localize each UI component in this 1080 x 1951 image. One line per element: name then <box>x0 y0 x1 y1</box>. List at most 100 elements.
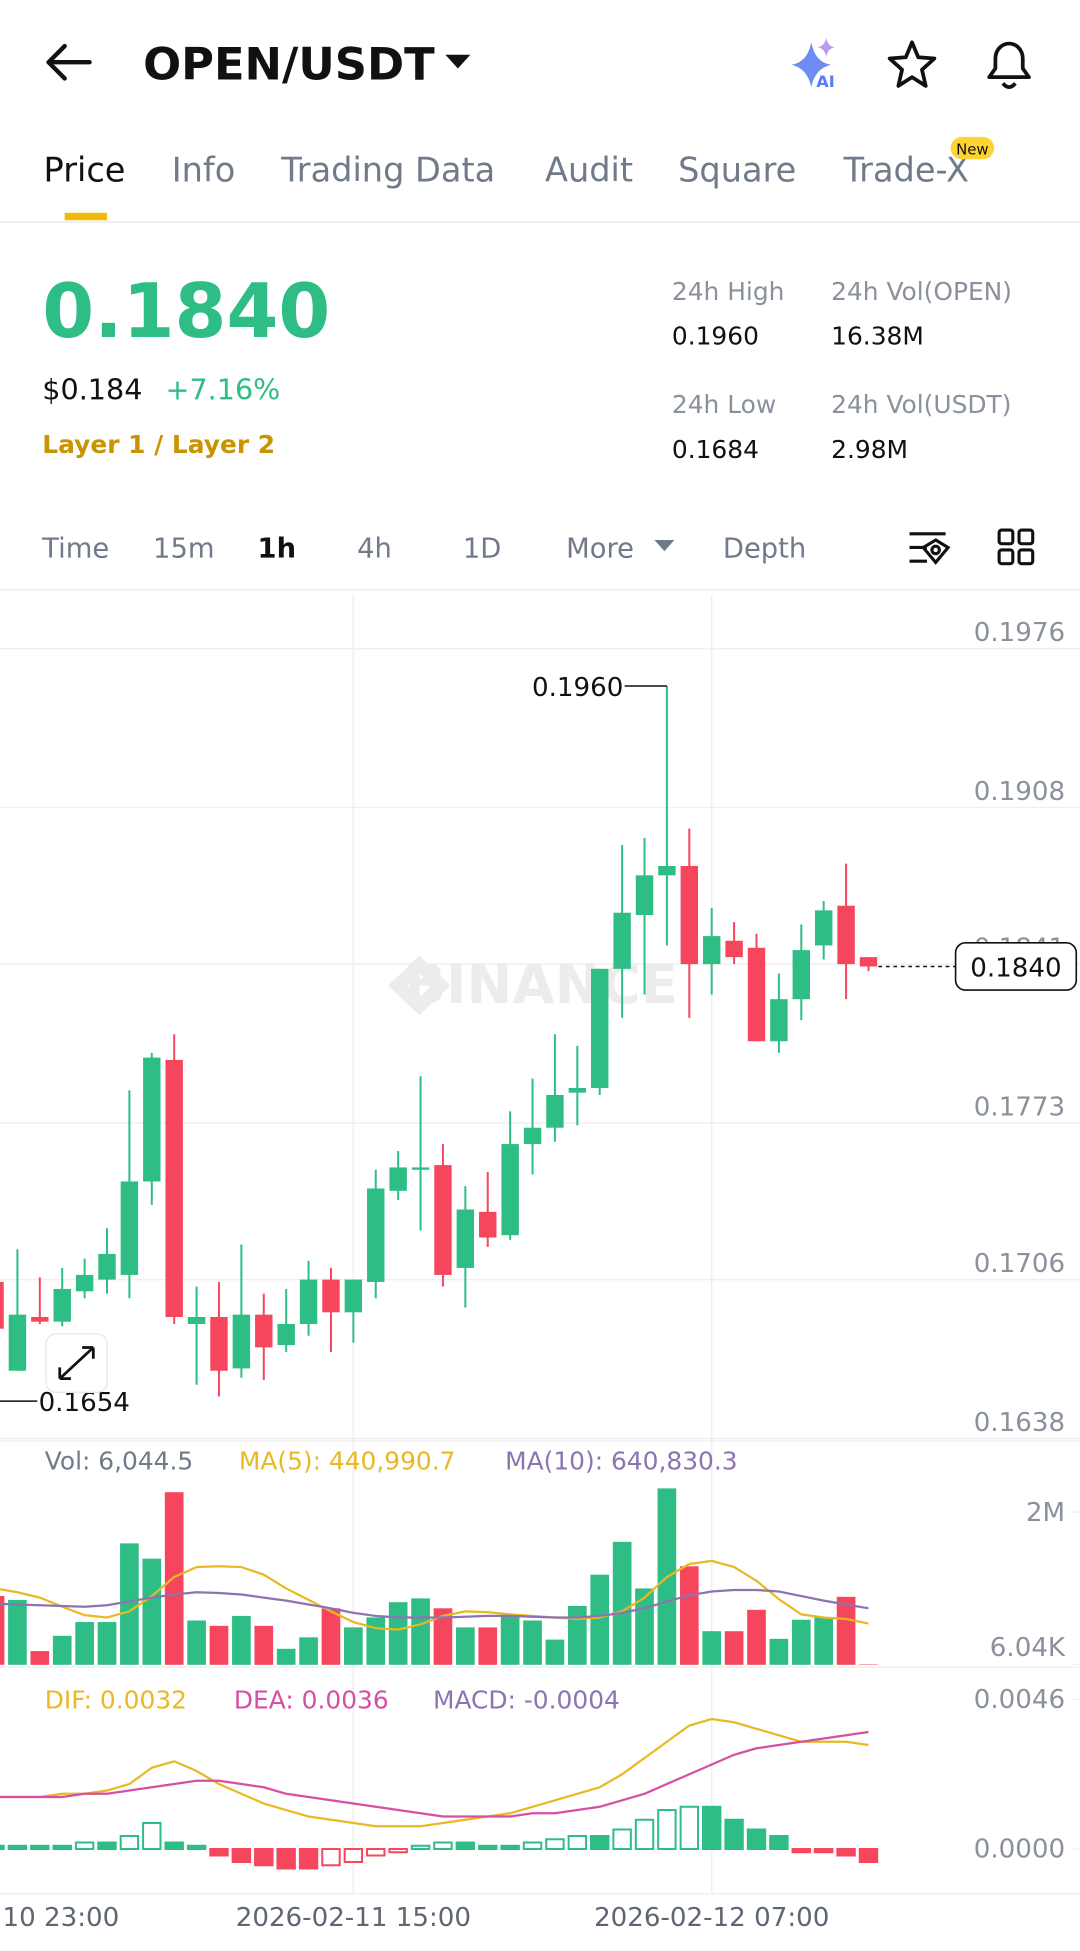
candle-body <box>53 1288 71 1322</box>
candle-body <box>120 1181 139 1275</box>
category-tag[interactable]: Layer 1 / Layer 2 <box>42 430 275 459</box>
candle-body <box>814 910 833 946</box>
interval-option[interactable]: 1h <box>258 533 297 564</box>
interval-option[interactable]: Time <box>41 533 109 564</box>
interval-option[interactable]: More <box>566 533 634 564</box>
candle-body <box>8 1314 27 1371</box>
back-button[interactable] <box>46 43 92 81</box>
tab[interactable]: Square <box>678 151 796 190</box>
macd-bar <box>231 1848 252 1864</box>
pair-title[interactable]: OPEN/USDT <box>143 38 435 91</box>
interval-bar: Time 15m 1h 4h 1D More Depth <box>41 533 806 564</box>
macd-bar <box>30 1844 50 1851</box>
chart-settings-button[interactable] <box>909 532 951 565</box>
macd-bar <box>813 1848 834 1854</box>
layout-button[interactable] <box>997 528 1035 566</box>
more-dropdown[interactable] <box>654 540 675 552</box>
pair-dropdown[interactable] <box>445 54 471 69</box>
macd-bar <box>74 1841 95 1851</box>
price-change: +7.16% <box>165 372 280 406</box>
candle-body <box>98 1253 116 1280</box>
volume-bar <box>478 1627 498 1665</box>
legend-entry: MA(10): 640,830.3 <box>505 1446 737 1475</box>
volume-bar <box>8 1599 27 1665</box>
active-tab-indicator <box>64 212 108 221</box>
volume-bar <box>276 1648 296 1665</box>
candle-body <box>277 1324 295 1346</box>
y-tick-label: 6.04K <box>990 1633 1066 1663</box>
macd-bar <box>590 1835 610 1851</box>
tab[interactable]: Audit <box>545 151 633 190</box>
stat-label: 24h High <box>672 277 785 306</box>
macd-bar <box>0 1844 5 1851</box>
volume-bar <box>679 1566 699 1665</box>
ai-button[interactable]: AI <box>791 37 835 91</box>
macd-bar <box>7 1844 28 1851</box>
interval-option[interactable]: 15m <box>153 533 214 564</box>
legend-entry: MACD: -0.0004 <box>433 1685 620 1714</box>
candle-body <box>299 1279 318 1325</box>
macd-line <box>0 1717 869 1828</box>
macd-bar <box>702 1805 722 1851</box>
macd-bar <box>769 1835 789 1851</box>
y-tick-label: 0.1773 <box>974 1093 1065 1123</box>
interval-option[interactable]: Depth <box>723 533 806 564</box>
alert-button[interactable] <box>987 41 1031 89</box>
svg-text:AI: AI <box>816 72 835 91</box>
candle-body <box>143 1057 161 1182</box>
macd-bar <box>164 1841 184 1851</box>
interval-option[interactable]: 4h <box>357 533 392 564</box>
tab[interactable]: Price <box>44 151 126 190</box>
y-tick-label: 0.0000 <box>974 1835 1065 1865</box>
volume-bar <box>702 1631 722 1665</box>
candle-body <box>702 936 721 965</box>
volume-bar <box>456 1627 475 1665</box>
macd-bar <box>455 1841 476 1851</box>
tab[interactable]: Trade-X <box>843 151 969 190</box>
macd-bar <box>724 1818 744 1851</box>
macd-bar <box>366 1848 386 1857</box>
stats: 24h High 0.1960 24h Vol(OPEN) 16.38M 24h Low… <box>672 277 1012 464</box>
legend-entry: MA(5): 440,990.7 <box>239 1446 456 1475</box>
candle-body <box>434 1165 452 1275</box>
new-badge-bg <box>950 136 995 160</box>
candle-body <box>389 1167 407 1191</box>
volume-bar <box>791 1619 811 1665</box>
tab-bar: Price Info Trading Data Audit Square Trade-XN… <box>44 136 995 190</box>
candle-body <box>31 1316 49 1322</box>
volume-bar <box>411 1598 430 1665</box>
macd-bar <box>388 1848 408 1854</box>
fullscreen-button[interactable] <box>45 1333 108 1393</box>
candle-body <box>770 999 788 1042</box>
volume-bar <box>75 1622 94 1665</box>
usd-price: $0.184 <box>42 372 142 406</box>
candle-body <box>255 1314 273 1348</box>
favorite-button[interactable] <box>887 40 937 88</box>
interval-option[interactable]: 1D <box>463 533 501 564</box>
stat-label: 24h Low <box>672 390 776 419</box>
macd-bar <box>545 1838 565 1851</box>
last-price: 0.1840 <box>42 268 330 355</box>
new-badge: New <box>956 140 989 158</box>
candle-body <box>747 947 766 1042</box>
macd-bar <box>858 1848 879 1864</box>
volume-bar <box>187 1620 206 1665</box>
stat-label: 24h Vol(OPEN) <box>831 277 1012 306</box>
tab[interactable]: Info <box>172 151 236 190</box>
candle-body <box>658 865 676 876</box>
volume-bar <box>567 1606 587 1665</box>
macd-bar <box>119 1835 140 1851</box>
tab[interactable]: Trading Data <box>280 151 495 190</box>
legend-entry: DEA: 0.0036 <box>234 1685 389 1714</box>
candle-body <box>523 1127 542 1145</box>
last-price-label: 0.1840 <box>970 953 1061 983</box>
stat-value: 16.38M <box>831 322 924 351</box>
y-tick-label: 0.1908 <box>974 777 1065 807</box>
macd-bar <box>634 1818 655 1851</box>
volume-bar <box>344 1627 363 1665</box>
stat-value: 0.1684 <box>672 435 759 464</box>
macd-bar <box>567 1835 588 1851</box>
volume-bar <box>97 1622 117 1665</box>
last-price-box <box>954 942 1078 991</box>
